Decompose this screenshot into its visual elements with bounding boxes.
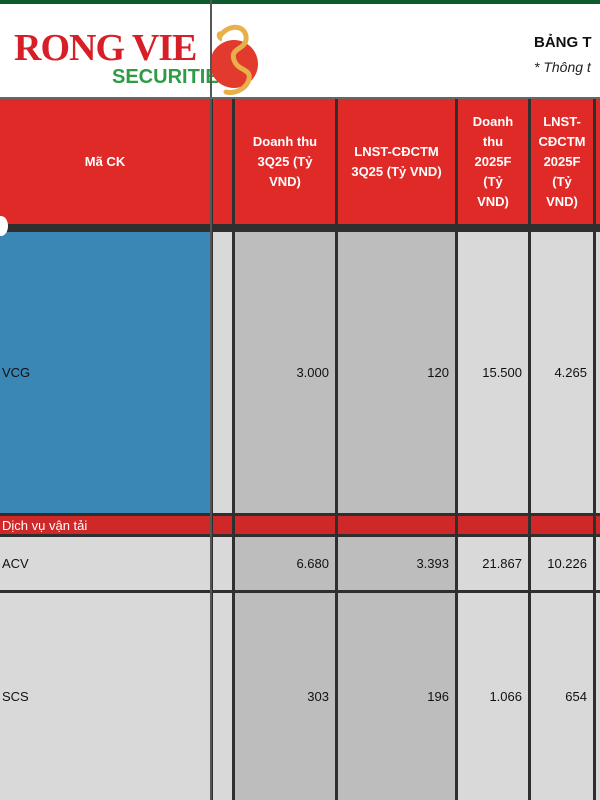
table-cell-blank[interactable] xyxy=(213,593,232,800)
table-cell-revenue-2025f[interactable]: 15.500 xyxy=(458,232,528,513)
column-header-blank xyxy=(213,99,232,224)
freeze-pane-horizontal-divider[interactable] xyxy=(0,97,600,99)
table-row-code[interactable]: ACV xyxy=(0,537,210,590)
table-cell-revenue-3q25[interactable]: 303 xyxy=(235,593,335,800)
table-row-code[interactable]: VCG xyxy=(0,232,210,513)
table-cell-revenue-3q25[interactable]: 6.680 xyxy=(235,537,335,590)
table-cell-profit-3q25[interactable]: 3.393 xyxy=(338,537,455,590)
table-cell-profit-2025f[interactable]: 654 xyxy=(531,593,593,800)
section-row-cell[interactable] xyxy=(458,516,528,534)
column-header-revenue-2025f: Doanh thu 2025F (Tỷ VND) xyxy=(458,99,528,224)
section-row-cell[interactable] xyxy=(235,516,335,534)
section-row-cell[interactable] xyxy=(531,516,593,534)
report-title: BẢNG T xyxy=(534,34,592,51)
column-header-profit-2025f: LNST- CĐCTM 2025F (Tỷ VND) xyxy=(531,99,593,224)
column-header-ticker: Mã CK xyxy=(0,99,210,224)
logo-subtext: SECURITIE xyxy=(112,66,219,88)
table-cell-revenue-2025f[interactable]: 21.867 xyxy=(458,537,528,590)
column-header-revenue-3q25: Doanh thu 3Q25 (Tỷ VND) xyxy=(235,99,335,224)
dragon-logo-icon xyxy=(210,24,258,95)
table-cell-next[interactable] xyxy=(596,593,600,800)
logo-text: RONG VIE xyxy=(14,27,197,69)
top-border xyxy=(0,0,600,4)
section-row-cell[interactable] xyxy=(213,516,232,534)
selection-handle[interactable] xyxy=(0,216,8,236)
table-cell-blank[interactable] xyxy=(213,537,232,590)
table-cell-revenue-3q25[interactable]: 3.000 xyxy=(235,232,335,513)
report-note: * Thông t xyxy=(534,59,591,75)
report-header: RONG VIE SECURITIE BẢNG T * Thông t xyxy=(0,4,600,98)
column-header-next xyxy=(596,99,600,224)
section-row-cell[interactable] xyxy=(338,516,455,534)
table-cell-profit-3q25[interactable]: 120 xyxy=(338,232,455,513)
section-row-label[interactable]: Dịch vụ vận tải xyxy=(0,516,210,534)
table-cell-next[interactable] xyxy=(596,537,600,590)
section-row-cell[interactable] xyxy=(596,516,600,534)
table-cell-profit-2025f[interactable]: 4.265 xyxy=(531,232,593,513)
table-cell-profit-3q25[interactable]: 196 xyxy=(338,593,455,800)
column-header-profit-3q25: LNST-CĐCTM 3Q25 (Tỷ VND) xyxy=(338,99,455,224)
table-cell-next[interactable] xyxy=(596,232,600,513)
table-cell-revenue-2025f[interactable]: 1.066 xyxy=(458,593,528,800)
table-cell-profit-2025f[interactable]: 10.226 xyxy=(531,537,593,590)
table-row-code[interactable]: SCS xyxy=(0,593,210,800)
freeze-pane-vertical-divider[interactable] xyxy=(210,0,212,800)
table-cell-blank[interactable] xyxy=(213,232,232,513)
